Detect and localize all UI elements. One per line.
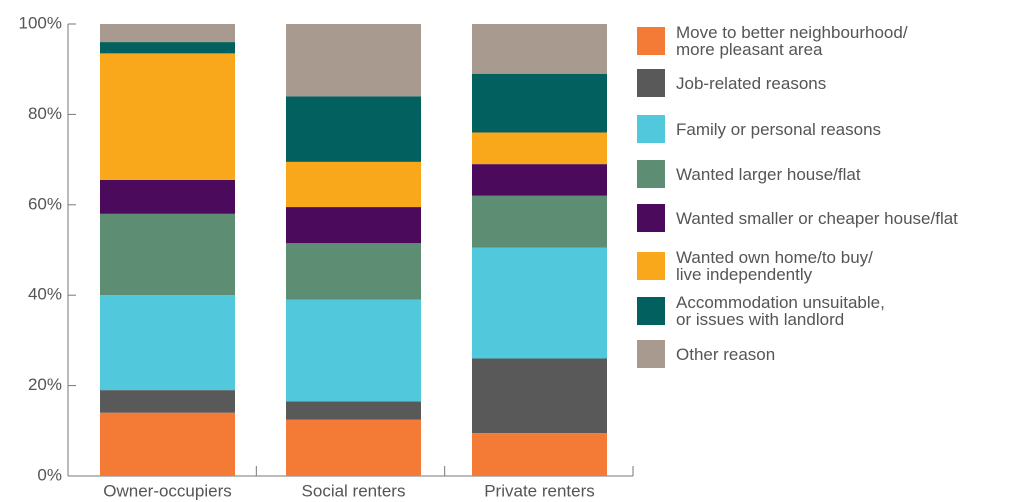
- bar-segment: [100, 412, 235, 476]
- legend-swatch: [637, 115, 665, 143]
- legend-item: Family or personal reasons: [637, 115, 881, 143]
- bar-segment: [286, 161, 421, 208]
- bar-segment: [286, 96, 421, 162]
- legend-item: Job-related reasons: [637, 69, 826, 97]
- legend-swatch: [637, 160, 665, 188]
- legend-label: Family or personal reasons: [676, 119, 882, 139]
- bar-segment: [286, 401, 421, 420]
- legend-swatch: [637, 297, 665, 325]
- bar-segment: [100, 295, 235, 391]
- legend-item: Other reason: [637, 340, 775, 368]
- bar-segment: [472, 73, 607, 133]
- legend-item: Wanted larger house/flat: [637, 160, 861, 188]
- bar-segment: [472, 132, 607, 165]
- bar-segment: [472, 247, 607, 359]
- bar-segment: [472, 164, 607, 196]
- legend-label: Other reason: [676, 344, 776, 364]
- bar-segment: [100, 390, 235, 413]
- bar-segment: [100, 24, 235, 43]
- legend-item: Accommodation unsuitable, or issues with…: [637, 294, 885, 328]
- legend-label: Wanted larger house/flat: [676, 164, 861, 184]
- legend-label: Wanted own home/to buy/ live independent…: [676, 248, 873, 284]
- bar-segment: [100, 42, 235, 54]
- bar-segment: [286, 207, 421, 244]
- y-tick-label: 40%: [28, 285, 62, 304]
- bar-segment: [286, 299, 421, 402]
- y-tick-label: 0%: [37, 465, 62, 484]
- bar-segment: [100, 213, 235, 296]
- bar-segment: [100, 179, 235, 214]
- legend-item: Wanted own home/to buy/ live independent…: [637, 249, 873, 283]
- bar-segment: [472, 195, 607, 248]
- bar-segment: [286, 243, 421, 300]
- legend-label: Accommodation unsuitable, or issues with…: [676, 293, 885, 329]
- bar-segment: [286, 24, 421, 97]
- legend-item: Wanted smaller or cheaper house/flat: [637, 204, 958, 232]
- x-tick-label: Social renters: [302, 481, 406, 500]
- legend-label: Move to better neighbourhood/ more pleas…: [676, 23, 908, 59]
- bar-segment: [472, 433, 607, 476]
- legend-swatch: [637, 204, 665, 232]
- y-tick-label: 100%: [19, 13, 62, 32]
- y-tick-label: 80%: [28, 104, 62, 123]
- y-tick-label: 60%: [28, 194, 62, 213]
- x-tick-label: Owner-occupiers: [103, 481, 232, 500]
- legend-swatch: [637, 69, 665, 97]
- legend-swatch: [637, 340, 665, 368]
- bar-segment: [286, 419, 421, 476]
- x-tick-label: Private renters: [484, 481, 595, 500]
- legend-swatch: [637, 27, 665, 55]
- legend-item: Move to better neighbourhood/ more pleas…: [637, 24, 908, 58]
- y-tick-label: 20%: [28, 375, 62, 394]
- bar-segment: [100, 53, 235, 180]
- bar-segment: [472, 24, 607, 74]
- legend-label: Wanted smaller or cheaper house/flat: [676, 208, 958, 228]
- bar-segment: [472, 358, 607, 434]
- legend-swatch: [637, 252, 665, 280]
- legend-label: Job-related reasons: [676, 73, 827, 93]
